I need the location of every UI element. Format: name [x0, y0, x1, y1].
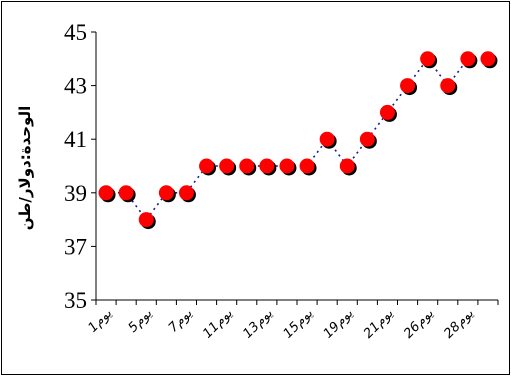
- x-tick-label: 7يوم: [166, 306, 196, 336]
- x-tick-label: 13يوم: [240, 306, 276, 342]
- x-tick-label: 5يوم: [126, 306, 156, 336]
- data-point: [118, 185, 134, 201]
- y-axis-label: الوحدة:دولار/طن: [16, 106, 34, 230]
- y-tick-label: 35: [64, 288, 87, 313]
- data-point: [480, 51, 496, 67]
- axes: [95, 32, 498, 301]
- y-tick-label: 41: [64, 127, 87, 152]
- data-point: [460, 51, 476, 67]
- data-point: [178, 185, 194, 201]
- data-point: [359, 131, 375, 147]
- x-tick-label: 28يوم: [441, 306, 477, 342]
- series-markers: [98, 51, 498, 230]
- x-tick-label: 15يوم: [281, 306, 317, 342]
- x-tick-label: 1يوم: [85, 306, 115, 336]
- y-axis-ticks: 35 37 39 41 43 45: [64, 20, 96, 313]
- x-tick-label: 21يوم: [361, 306, 397, 342]
- x-axis-ticks: 1يوم 5يوم 7يوم11يوم13يوم15يوم19يوم21يوم26ي…: [85, 300, 499, 342]
- data-point: [400, 78, 416, 94]
- y-tick-label: 45: [64, 20, 87, 45]
- data-point: [219, 158, 235, 174]
- data-point: [440, 78, 456, 94]
- data-point: [279, 158, 295, 174]
- data-point: [420, 51, 436, 67]
- data-point: [379, 104, 395, 120]
- data-point: [158, 185, 174, 201]
- data-point: [239, 158, 255, 174]
- data-point: [259, 158, 275, 174]
- data-point: [199, 158, 215, 174]
- data-point: [98, 185, 114, 201]
- y-tick-label: 43: [64, 74, 87, 99]
- data-point: [138, 212, 154, 228]
- x-tick-label: 26يوم: [401, 306, 437, 342]
- data-point: [299, 158, 315, 174]
- y-tick-label: 37: [64, 234, 87, 259]
- x-tick-label: 11يوم: [200, 306, 236, 342]
- x-tick-label: 19يوم: [321, 306, 357, 342]
- data-point: [319, 131, 335, 147]
- y-tick-label: 39: [64, 181, 87, 206]
- data-point: [339, 158, 355, 174]
